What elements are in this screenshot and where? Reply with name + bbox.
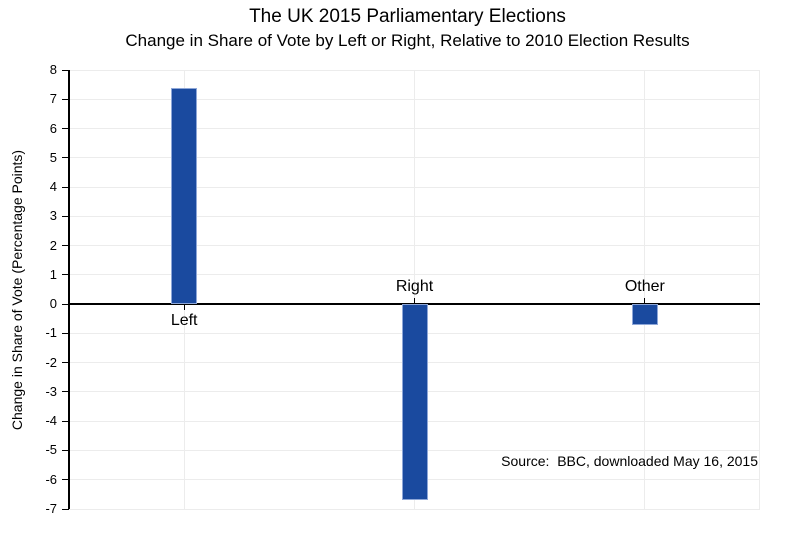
- y-axis-tick: [62, 186, 69, 188]
- chart-subtitle: Change in Share of Vote by Left or Right…: [125, 31, 690, 50]
- y-tick-label: 0: [49, 296, 57, 312]
- y-axis-tick: [62, 215, 69, 217]
- bar-right: [401, 304, 428, 501]
- y-axis-tick: [62, 69, 69, 71]
- y-axis-tick: [62, 449, 69, 451]
- y-axis-tick: [62, 157, 69, 159]
- y-axis-tick: [62, 245, 69, 247]
- category-label-left: Left: [170, 312, 198, 330]
- y-tick-label: -1: [45, 325, 57, 341]
- bar-other: [631, 304, 658, 325]
- x-axis-tick: [183, 304, 185, 311]
- y-axis-tick: [62, 98, 69, 100]
- y-axis-line: [68, 70, 70, 509]
- plot-right-border: [759, 70, 760, 509]
- plot-area: 8 7 6 5 4 3 2 1 0 -1 -2 -3 -4 -5 -6 -7 Left Right Other: [45, 62, 760, 516]
- y-axis-tick: [62, 274, 69, 276]
- y-axis-tick: [62, 128, 69, 130]
- chart-title: The UK 2015 Parliamentary Elections: [249, 6, 566, 27]
- y-axis-tick: [62, 303, 69, 305]
- y-tick-label: 8: [49, 62, 57, 77]
- y-tick-label: 5: [49, 149, 57, 165]
- y-axis-tick: [62, 332, 69, 334]
- y-tick-label: 4: [49, 179, 57, 195]
- source-note: Source: BBC, downloaded May 16, 2015: [501, 453, 758, 469]
- x-gridline: [414, 70, 415, 509]
- y-axis-tick: [62, 479, 69, 481]
- y-tick-label: 2: [49, 237, 57, 253]
- y-tick-label: -4: [45, 413, 57, 429]
- y-axis-tick: [62, 391, 69, 393]
- y-tick-label: 1: [49, 266, 57, 282]
- y-axis-tick: [62, 420, 69, 422]
- y-tick-label: -7: [45, 501, 57, 516]
- y-tick-label: 7: [49, 91, 57, 107]
- y-tick-label: -6: [45, 471, 57, 487]
- y-tick-label: -3: [45, 383, 57, 399]
- x-axis-tick: [644, 298, 646, 305]
- category-label-right: Right: [395, 278, 434, 296]
- y-tick-label: -2: [45, 354, 57, 370]
- x-gridline: [644, 70, 646, 509]
- y-axis-tick: [62, 508, 69, 510]
- bar-left: [171, 87, 198, 305]
- y-axis-tick: [62, 362, 69, 364]
- category-label-other: Other: [624, 278, 665, 296]
- x-axis-tick: [414, 298, 415, 305]
- y-tick-label: 6: [49, 120, 57, 136]
- y-tick-label: -5: [45, 442, 57, 458]
- chart-header: The UK 2015 Parliamentary Elections Chan…: [14, 6, 800, 51]
- y-tick-label: 3: [49, 208, 57, 224]
- y-gridline: [69, 508, 760, 510]
